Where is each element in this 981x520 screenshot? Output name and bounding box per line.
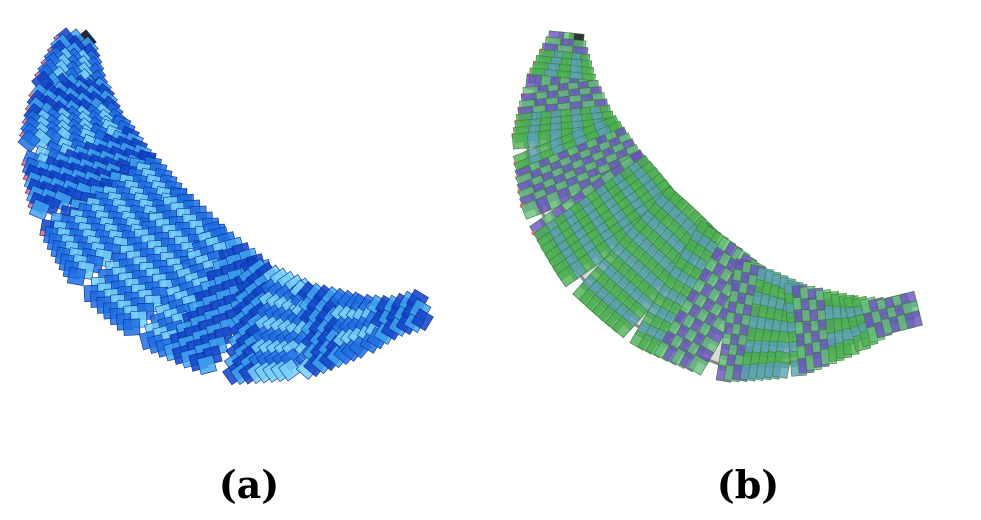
tile [17, 129, 41, 153]
edge-marker [20, 133, 25, 138]
tile [411, 308, 434, 332]
edge-marker [26, 189, 31, 194]
panel-a-caption: (a) [218, 462, 280, 507]
edge-marker [28, 203, 33, 208]
edge-marker [30, 93, 35, 98]
edge-marker [24, 175, 29, 180]
tile [556, 265, 579, 288]
tile [28, 198, 51, 221]
tile [771, 360, 790, 379]
tile [278, 358, 302, 382]
edge-marker [42, 60, 47, 65]
panel-b-banana-green [491, 0, 981, 470]
edge-marker [22, 161, 27, 166]
tile [903, 310, 923, 330]
edge-marker [36, 73, 40, 78]
tile [520, 199, 541, 220]
edge-marker [48, 48, 53, 53]
tile [122, 318, 141, 336]
edge-marker [23, 119, 28, 124]
edge-marker [531, 231, 536, 236]
tile [611, 316, 634, 339]
edge-marker [40, 231, 45, 236]
panel-b-caption: (b) [716, 462, 780, 507]
tile [687, 354, 709, 376]
banana-blue-tiles-image [17, 27, 434, 386]
tile [511, 132, 529, 150]
tile [196, 354, 218, 376]
panel-a-banana-blue [0, 0, 490, 470]
banana-green-tiles-image [511, 30, 923, 383]
tile [66, 266, 87, 287]
edge-marker [26, 106, 31, 111]
edge-marker [55, 36, 60, 41]
